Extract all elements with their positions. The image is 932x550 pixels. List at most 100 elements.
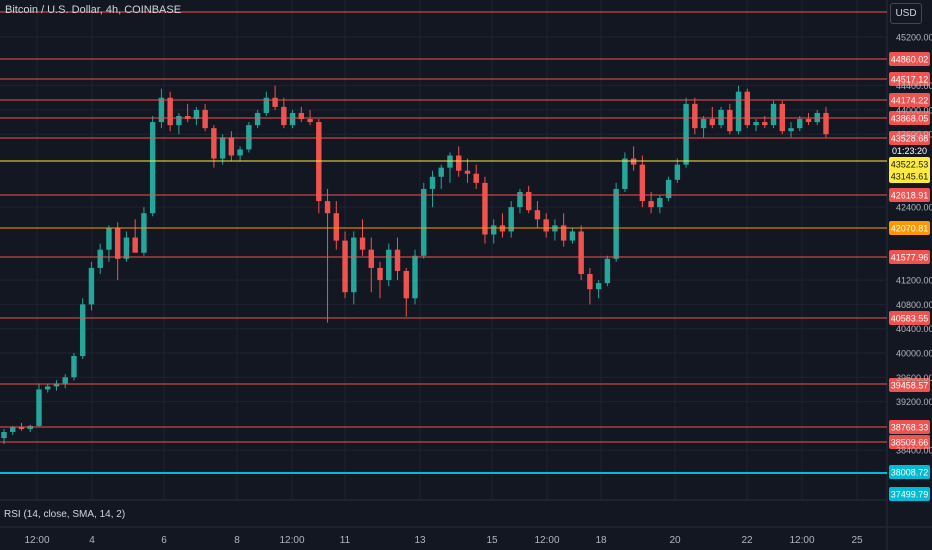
candle-up bbox=[263, 97, 270, 113]
price-tag-label: 43528.68 bbox=[891, 134, 929, 144]
candle-up bbox=[595, 283, 602, 290]
candle-up bbox=[97, 249, 103, 268]
candle-up bbox=[683, 103, 689, 165]
candle-up bbox=[149, 122, 156, 214]
candle-up bbox=[193, 109, 200, 120]
candle-down bbox=[342, 240, 348, 293]
time-tick-label: 15 bbox=[486, 535, 498, 546]
price-tag-label: 43145.61 bbox=[891, 172, 929, 182]
candle-up bbox=[700, 119, 707, 129]
candle-up bbox=[490, 225, 497, 235]
candle-up bbox=[10, 427, 16, 432]
candle-up bbox=[412, 255, 418, 299]
price-tag bbox=[889, 52, 930, 66]
price-tag bbox=[889, 221, 930, 235]
candle-up bbox=[53, 383, 60, 387]
candle-up bbox=[657, 198, 663, 208]
candle-down bbox=[464, 170, 471, 174]
candle-down bbox=[228, 137, 235, 156]
price-tick-label: 40400.00 bbox=[896, 324, 932, 334]
price-tag bbox=[889, 157, 930, 171]
price-tag-label: 39458.57 bbox=[891, 381, 929, 391]
price-tick-label: 44000.00 bbox=[896, 105, 932, 115]
candle-down bbox=[587, 274, 593, 290]
candle-up bbox=[770, 103, 777, 126]
candle-down bbox=[132, 237, 138, 253]
candle-down bbox=[543, 219, 549, 232]
currency-button[interactable]: USD bbox=[890, 3, 922, 24]
candle-down bbox=[709, 119, 716, 126]
candle-up bbox=[508, 207, 514, 232]
candle-up bbox=[429, 176, 436, 189]
price-tag bbox=[889, 378, 930, 392]
price-tag bbox=[889, 188, 930, 202]
candle-up bbox=[351, 237, 357, 293]
candle-down bbox=[272, 97, 278, 107]
candle-up bbox=[788, 128, 794, 132]
candle-up bbox=[674, 164, 681, 180]
candle-up bbox=[517, 191, 523, 208]
price-tick-label: 45200.00 bbox=[896, 33, 932, 43]
candle-up bbox=[622, 158, 628, 189]
price-tag-label: 41577.96 bbox=[891, 253, 929, 263]
rsi-indicator-label[interactable]: RSI (14, close, SMA, 14, 2) bbox=[4, 509, 126, 520]
price-tag bbox=[889, 111, 930, 125]
price-tick-label: 44400.00 bbox=[896, 81, 932, 91]
candle-down bbox=[692, 103, 698, 129]
candle-up bbox=[141, 213, 147, 253]
candle-down bbox=[202, 109, 208, 129]
candle-down bbox=[114, 228, 121, 259]
candle-up bbox=[45, 386, 51, 390]
candle-up bbox=[36, 389, 42, 426]
candle-up bbox=[158, 97, 165, 123]
price-tick-label: 40000.00 bbox=[896, 349, 932, 359]
time-tick-label: 12:00 bbox=[24, 535, 49, 546]
price-tick-label: 38400.00 bbox=[896, 446, 932, 456]
candle-up bbox=[604, 258, 611, 284]
time-axis[interactable]: 12:00 4 6 8 12:00 11 13 15 12:00 18 20 22 12:00 25 bbox=[24, 535, 863, 546]
price-tag-label: 43868.05 bbox=[891, 114, 929, 124]
candle-up bbox=[176, 116, 182, 126]
candle-up bbox=[665, 179, 672, 199]
candle-up bbox=[438, 167, 444, 177]
price-axis[interactable]: 45200.00 44400.00 44000.00 43600.00 42400.00… bbox=[896, 33, 932, 456]
candle-up bbox=[254, 112, 261, 126]
price-tag-label: 38509.66 bbox=[891, 438, 929, 448]
candle-down bbox=[639, 164, 646, 202]
candle-down bbox=[482, 182, 488, 235]
price-tag bbox=[889, 487, 930, 501]
candle-down bbox=[377, 267, 383, 281]
candle-up bbox=[88, 267, 95, 305]
price-tag bbox=[889, 311, 930, 325]
price-tag bbox=[889, 131, 930, 145]
candle-down bbox=[368, 249, 374, 268]
candle-up bbox=[246, 125, 252, 150]
time-tick-label: 18 bbox=[595, 535, 607, 546]
candle-up bbox=[569, 231, 576, 241]
time-tick-label: 13 bbox=[414, 535, 426, 546]
time-tick-label: 8 bbox=[234, 535, 240, 546]
price-tag bbox=[889, 169, 930, 183]
candle-up bbox=[447, 155, 453, 168]
candle-down bbox=[18, 427, 25, 429]
candle-up bbox=[386, 249, 392, 281]
symbol-title: Bitcoin / U.S. Dollar, 4h, COINBASE bbox=[5, 4, 182, 16]
candle-up bbox=[79, 304, 86, 357]
candle-down bbox=[281, 106, 287, 126]
time-tick-label: 11 bbox=[340, 535, 351, 546]
price-tick-label: 40800.00 bbox=[896, 300, 932, 310]
candle-down bbox=[727, 109, 733, 132]
price-tick-label: 41200.00 bbox=[896, 276, 932, 286]
horizontal-levels: 44860.02 44517.12 44174.22 43868.05 43528.68… bbox=[0, 11, 930, 501]
time-tick-label: 6 bbox=[161, 535, 167, 546]
time-tick-label: 12:00 bbox=[789, 535, 814, 546]
candle-up bbox=[237, 149, 243, 156]
price-tag-label: 42618.91 bbox=[891, 191, 929, 201]
candle-up bbox=[613, 188, 619, 259]
price-tag-label: 37499.79 bbox=[891, 490, 929, 500]
candle-up bbox=[71, 356, 77, 378]
time-tick-label: 12:00 bbox=[534, 535, 559, 546]
price-tag-label: 44174.22 bbox=[891, 96, 929, 106]
